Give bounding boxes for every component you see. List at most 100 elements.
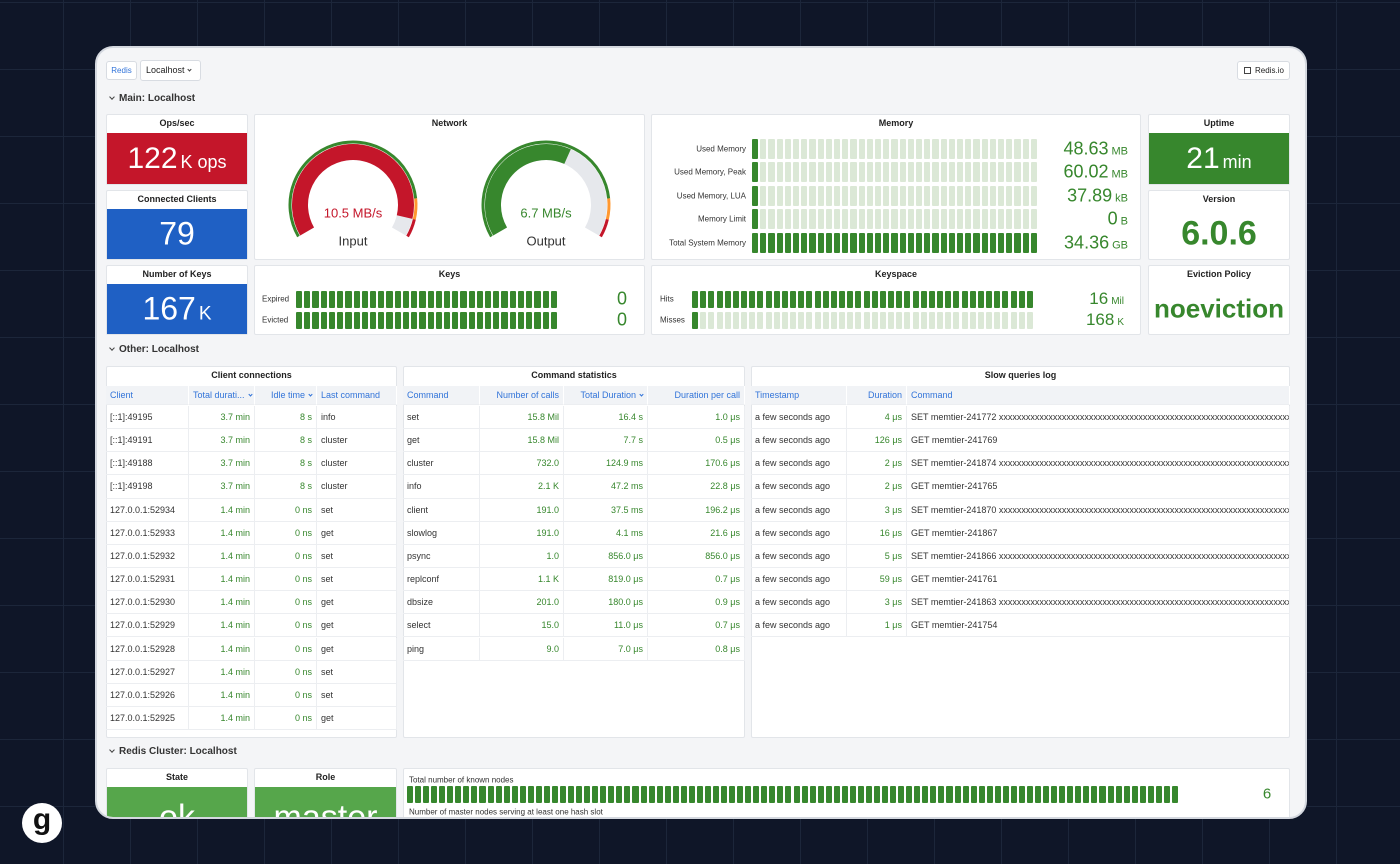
bar-segment (841, 786, 848, 803)
bar-segment (849, 786, 856, 803)
bar-unit: kB (1115, 192, 1128, 205)
bar-segment (435, 311, 442, 329)
bar-segment (776, 139, 783, 159)
bar-label: Used Memory, LUA (676, 191, 746, 201)
external-link[interactable]: Redis.io (1237, 61, 1290, 80)
table-cell: 127.0.0.1:52927 (106, 660, 189, 684)
bar-segment (784, 139, 791, 159)
bar-segment (998, 209, 1005, 229)
bar-segment (973, 162, 980, 182)
bar-segment (834, 233, 841, 253)
bar-segment (1163, 786, 1170, 803)
bar-segment (550, 290, 557, 308)
tab[interactable]: Redis (106, 61, 137, 80)
bar-segment (378, 311, 385, 329)
bar-segment (948, 162, 955, 182)
section-header[interactable]: Other: Localhost (108, 344, 199, 355)
table-header[interactable]: Last command (317, 386, 397, 405)
bar-segment (632, 786, 639, 803)
bar-segment (858, 139, 865, 159)
bar-number: 37.89 (1067, 185, 1113, 206)
bar-segment (608, 786, 615, 803)
table-cell: 8 s (255, 429, 317, 453)
bar-segment (353, 290, 360, 308)
bar-segment (914, 786, 921, 803)
bar-label: Used Memory, Peak (674, 167, 746, 177)
bar-segment (954, 786, 961, 803)
bar-segment (834, 162, 841, 182)
bar-segment (511, 786, 518, 803)
bar-segment (1006, 209, 1013, 229)
table-header[interactable]: Duration per call (648, 386, 745, 405)
table-header[interactable]: Command (907, 386, 1290, 405)
bar-segment (938, 786, 945, 803)
table-header[interactable]: Timestamp (751, 386, 847, 405)
bar-segment (768, 209, 775, 229)
bar-segment (994, 786, 1001, 803)
bar-segment (776, 162, 783, 182)
bar-segment (957, 233, 964, 253)
table-header[interactable]: Total Duration (564, 386, 648, 405)
bar-segment (542, 311, 549, 329)
bar-segment (920, 290, 927, 308)
bar-segment (1014, 186, 1021, 206)
table-cell: dbsize (403, 591, 480, 615)
bar-segment (924, 139, 931, 159)
bar-segment (981, 139, 988, 159)
link-text: Redis.io (1255, 66, 1284, 75)
bar-segment (1075, 786, 1082, 803)
bar-segment (957, 162, 964, 182)
bar-segment (801, 186, 808, 206)
bar-segment (907, 186, 914, 206)
bar-segment (825, 162, 832, 182)
bar-segment (559, 786, 567, 803)
section-header[interactable]: Main: Localhost (108, 93, 195, 104)
bar-segment (1030, 162, 1037, 182)
bar-segment (940, 209, 947, 229)
bar-segment (830, 311, 837, 329)
section-header[interactable]: Redis Cluster: Localhost (108, 746, 237, 757)
bar-label: Memory Limit (697, 214, 746, 224)
dropdown[interactable]: Localhost (140, 60, 201, 81)
table-cell: 127.0.0.1:52933 (106, 521, 189, 545)
table-cell: 8 s (255, 452, 317, 476)
bar-segment (842, 233, 849, 253)
bar-segment (890, 786, 897, 803)
bar-segment (576, 786, 583, 803)
bar-segment (1035, 786, 1042, 803)
panel-title: Keyspace (874, 269, 918, 279)
bar-segment (948, 139, 955, 159)
bar-segment (946, 786, 953, 803)
table-cell: ping (403, 637, 480, 661)
table-header[interactable]: Number of calls (480, 386, 564, 405)
bar-value: 168 K (1086, 310, 1124, 330)
bar-segment (708, 290, 715, 308)
table-cell: set (317, 683, 397, 707)
bar-segment (1022, 186, 1029, 206)
bar-unit: MB (1111, 145, 1129, 158)
bar-segment (904, 311, 911, 329)
bar-segment (907, 209, 914, 229)
bar-segment (402, 311, 410, 329)
table-header[interactable]: Duration (847, 386, 907, 405)
table-cell: 1.0 (480, 544, 564, 569)
table-cell: 16 μs (847, 521, 907, 545)
bar-segment (1002, 311, 1009, 329)
table-header[interactable]: Command (403, 386, 480, 405)
table-cell: 0 ns (255, 683, 317, 707)
bar-segment (447, 786, 454, 803)
table-header[interactable]: Total durati... (189, 386, 255, 405)
stat-value: noeviction (1154, 294, 1284, 325)
bar-segment (945, 290, 952, 308)
bar-segment (526, 290, 533, 308)
bar-label: Total System Memory (669, 238, 746, 248)
bar-segment (930, 786, 937, 803)
bar-segment (940, 186, 947, 206)
table-header[interactable]: Client (106, 386, 189, 405)
table-cell: info (317, 406, 397, 430)
table-header[interactable]: Idle time (255, 386, 317, 405)
gauge-label: Output (526, 233, 566, 249)
panel-title: Keys (438, 269, 461, 279)
bar-unit: K (1117, 317, 1124, 328)
bar-segment (781, 290, 788, 308)
